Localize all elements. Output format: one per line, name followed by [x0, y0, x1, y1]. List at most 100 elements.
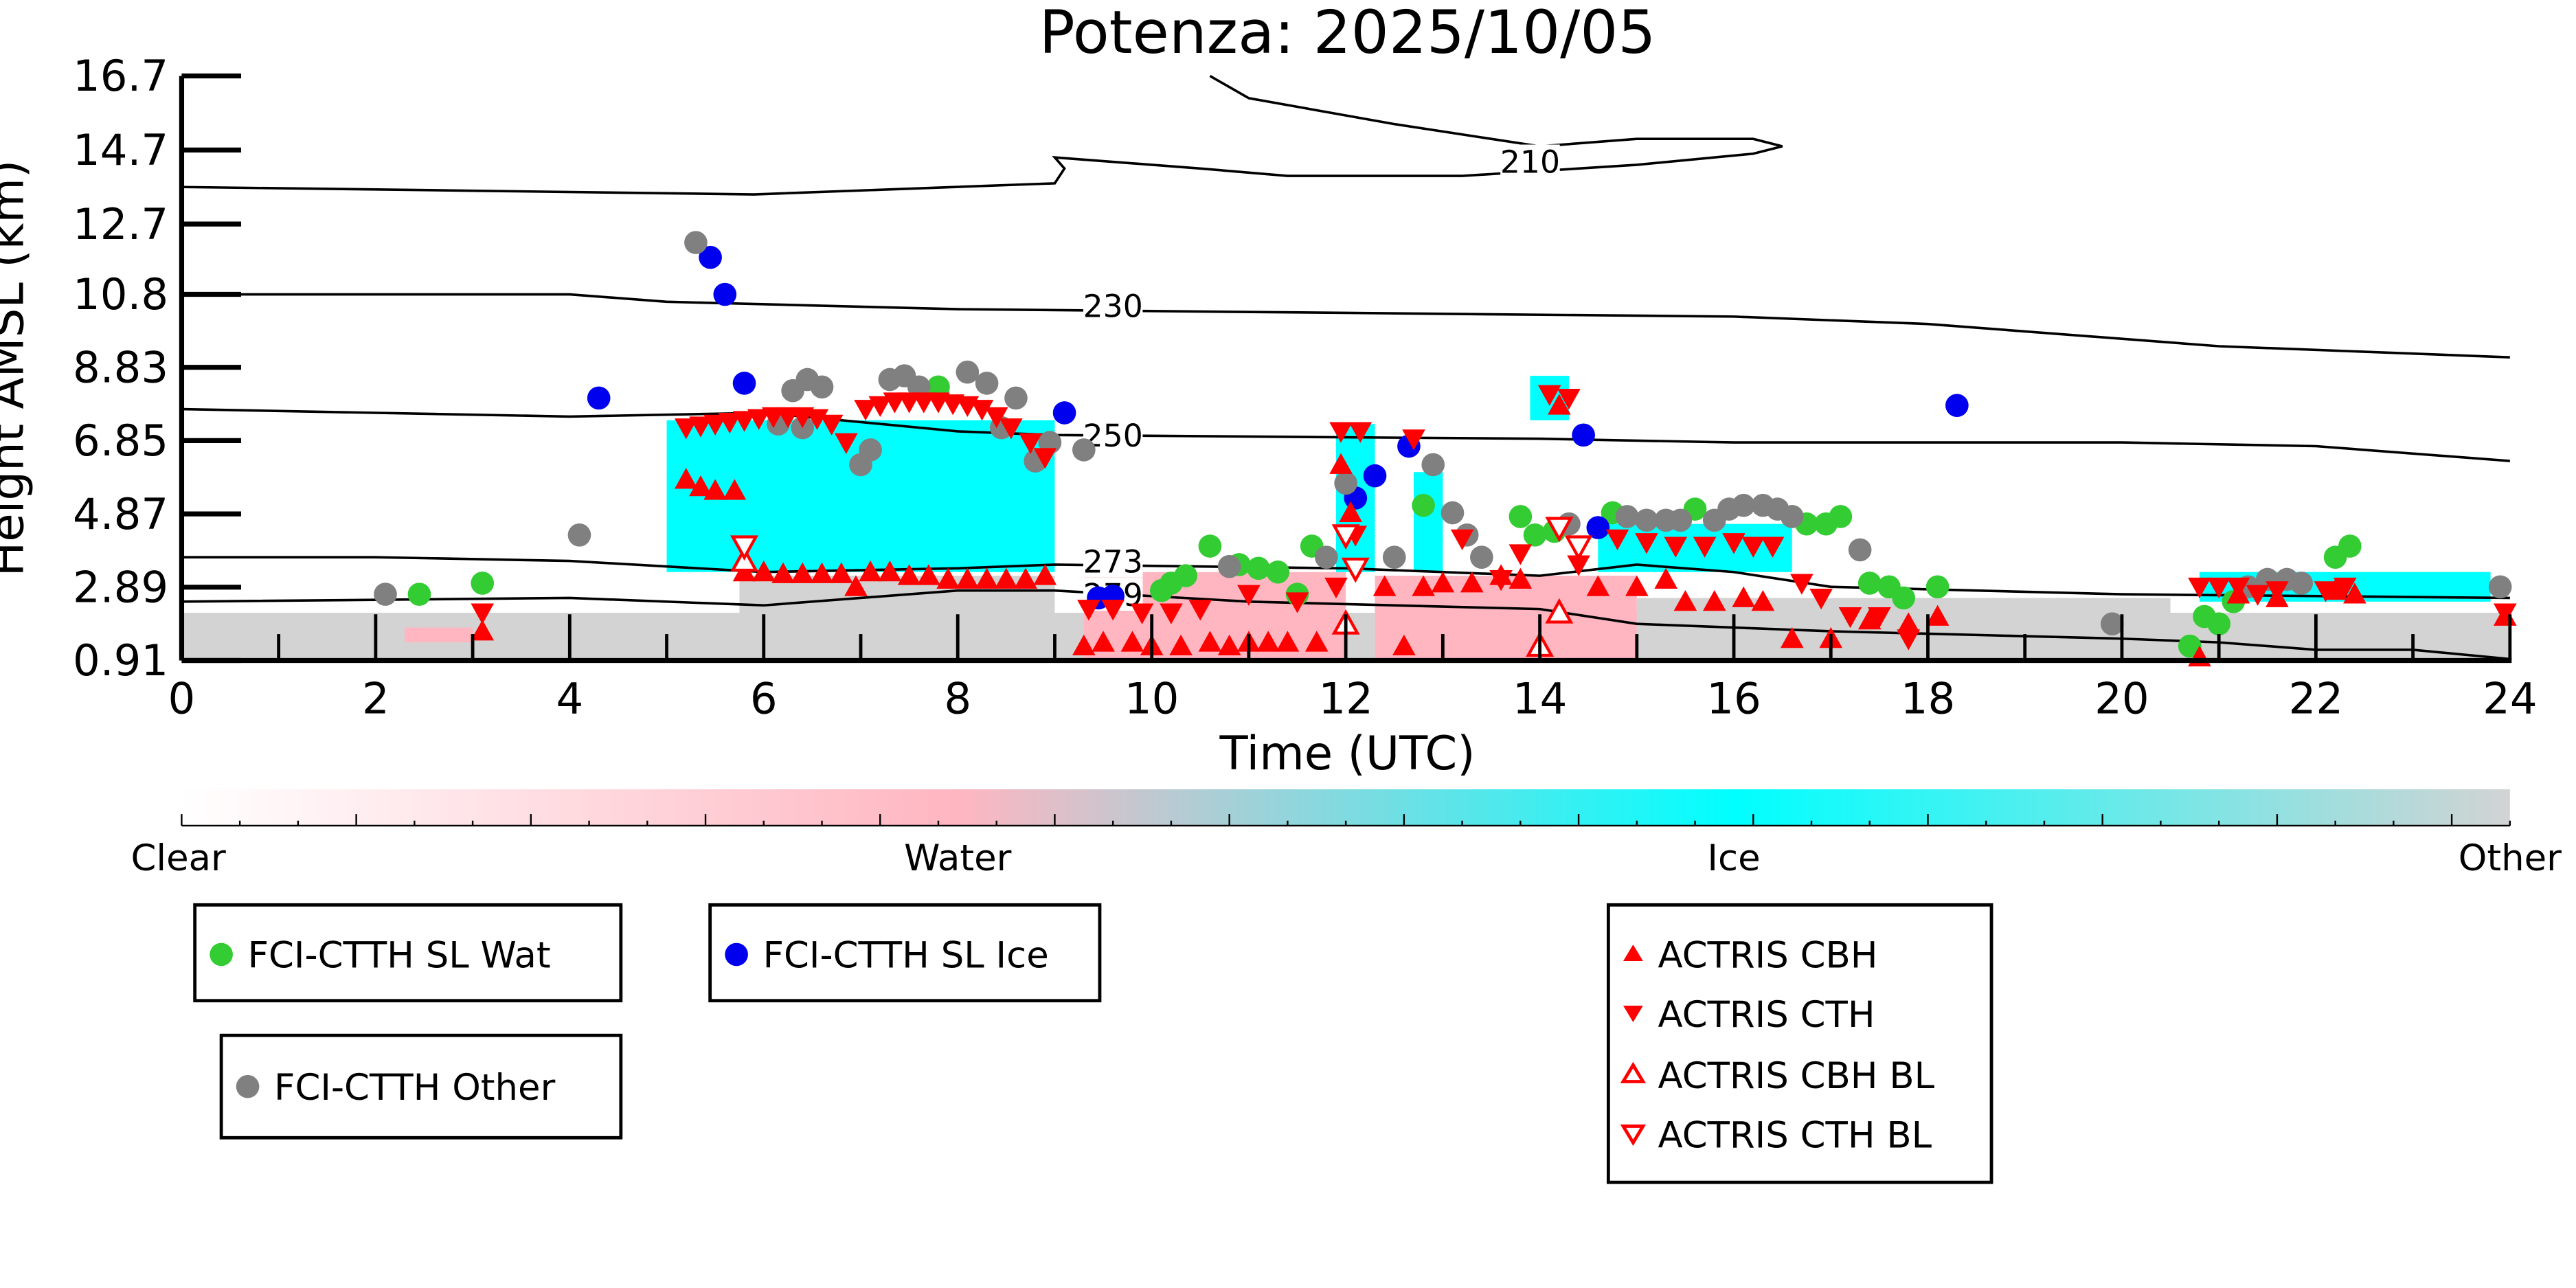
point-fci-ctth-sl-ice	[732, 372, 756, 395]
point-actris-cbh	[1339, 501, 1363, 522]
point-actris-cbh	[1092, 631, 1115, 652]
point-actris-cth	[2266, 581, 2289, 602]
point-actris-cth-bl	[1564, 535, 1593, 561]
point-actris-cbh	[1673, 590, 1697, 611]
point-fci-ctth-other	[1669, 508, 1693, 532]
point-fci-ctth-other	[1848, 538, 1872, 562]
legend-label: ACTRIS CBH BL	[1658, 1055, 1934, 1097]
point-fci-ctth-other	[1421, 453, 1445, 477]
x-tick-label: 18	[1901, 673, 1956, 723]
point-actris-cbh	[703, 479, 727, 500]
point-actris-cth	[1489, 570, 1513, 591]
colorbar-gradient	[181, 789, 2510, 826]
point-actris-cth	[1033, 448, 1057, 469]
legend-fci-ice: FCI-CTTH SL Ice	[708, 903, 1102, 1003]
point-actris-cth	[912, 392, 936, 414]
colorbar-label-other: Other	[2459, 837, 2562, 879]
legend-label: ACTRIS CTH BL	[1658, 1115, 1932, 1157]
point-actris-cbh	[752, 560, 776, 582]
point-fci-ctth-other	[1732, 493, 1755, 517]
y-tick-label: 6.85	[73, 416, 168, 466]
point-actris-cbh	[1217, 634, 1241, 655]
point-actris-cth	[984, 407, 1008, 429]
point-actris-cth-bl	[1545, 517, 1574, 543]
legend-actris: ACTRIS CBH ACTRIS CTH ACTRIS CBH BL ACTR…	[1606, 903, 1993, 1184]
gray-circle-icon	[236, 1074, 260, 1098]
mask-region-water	[405, 627, 473, 643]
point-actris-cbh	[1276, 631, 1300, 652]
x-tick-label: 2	[362, 673, 389, 723]
point-actris-cth	[1019, 433, 1042, 454]
point-actris-cth	[1077, 600, 1100, 621]
y-tick-label: 16.7	[73, 51, 168, 101]
point-actris-cth	[1537, 385, 1561, 406]
y-tick-label: 0.91	[73, 635, 168, 686]
point-fci-ctth-other	[1382, 545, 1406, 569]
point-actris-cth	[1790, 574, 1814, 595]
point-actris-cbh	[1256, 631, 1280, 652]
point-actris-cbh	[471, 620, 495, 641]
point-fci-ctth-other	[684, 231, 708, 254]
x-tick-label: 8	[944, 673, 971, 723]
legend-label: ACTRIS CBH	[1658, 935, 1877, 977]
point-fci-ctth-sl-wat	[1509, 505, 1533, 528]
filled-up-triangle-icon	[1623, 945, 1643, 962]
point-actris-cbh	[1780, 626, 1804, 648]
x-tick-label: 12	[1318, 673, 1373, 723]
point-fci-ctth-other	[1440, 501, 1465, 525]
point-actris-cth	[1897, 629, 1921, 651]
point-fci-ctth-other	[1470, 545, 1493, 569]
point-fci-ctth-other	[956, 360, 980, 384]
point-fci-ctth-other	[374, 583, 397, 606]
axes	[179, 76, 2512, 664]
colorbar: Clear Water Ice Other	[131, 789, 2562, 879]
point-fci-ctth-sl-wat	[407, 583, 431, 606]
point-fci-ctth-sl-wat	[2178, 634, 2202, 658]
contour-label-bg	[1500, 144, 1560, 178]
point-actris-cbh	[1702, 590, 1726, 611]
mask-region-ice	[1598, 523, 1792, 572]
point-actris-cth	[2188, 577, 2211, 599]
legend-label: FCI-CTTH SL Ice	[763, 935, 1049, 977]
colorbar-label-water: Water	[904, 837, 1012, 879]
point-fci-ctth-other	[1635, 508, 1658, 532]
point-actris-cbh	[1392, 634, 1416, 655]
point-actris-cbh	[2343, 583, 2366, 604]
point-actris-cbh	[859, 560, 882, 582]
data-points	[374, 231, 2517, 667]
x-tick-label: 6	[750, 673, 778, 723]
point-fci-ctth-other	[810, 375, 834, 399]
point-actris-cbh	[1586, 575, 1610, 596]
blue-circle-icon	[725, 942, 748, 967]
point-actris-cth	[703, 414, 727, 436]
point-actris-cth	[1567, 555, 1590, 576]
point-fci-ctth-sl-wat	[1198, 534, 1222, 558]
legend-label: FCI-CTTH Other	[274, 1067, 556, 1109]
point-fci-ctth-sl-wat	[1247, 556, 1270, 580]
point-actris-cth	[1761, 536, 1785, 558]
y-tick-label: 8.83	[73, 342, 168, 392]
point-actris-cth	[2493, 603, 2517, 624]
point-fci-ctth-sl-wat	[1412, 493, 1435, 517]
point-actris-cbh	[674, 468, 698, 489]
y-tick-label: 4.87	[73, 489, 168, 539]
point-actris-cth	[1509, 544, 1533, 565]
x-ticks: 0 2 4 6 8 10 12 14 16 18 20 22 24	[168, 614, 2538, 723]
point-fci-ctth-other	[1615, 505, 1639, 528]
point-actris-cth	[718, 413, 742, 434]
x-tick-label: 10	[1125, 673, 1179, 723]
mask-region-ice	[1413, 472, 1443, 572]
point-fci-ctth-sl-ice	[1586, 516, 1610, 539]
point-fci-ctth-sl-ice	[699, 245, 722, 269]
point-fci-ctth-other	[859, 438, 882, 462]
point-actris-cth	[1635, 533, 1658, 554]
point-actris-cbh	[1014, 567, 1037, 589]
y-tick-label: 12.7	[73, 199, 168, 249]
point-fci-ctth-sl-wat	[1857, 572, 1882, 595]
point-actris-cth	[2207, 577, 2230, 599]
point-actris-cth	[1557, 388, 1581, 410]
point-actris-cbh	[897, 564, 921, 585]
point-actris-cth	[2314, 581, 2338, 602]
filled-down-triangle-icon	[1623, 1005, 1643, 1022]
colorbar-ticks	[181, 814, 2511, 826]
